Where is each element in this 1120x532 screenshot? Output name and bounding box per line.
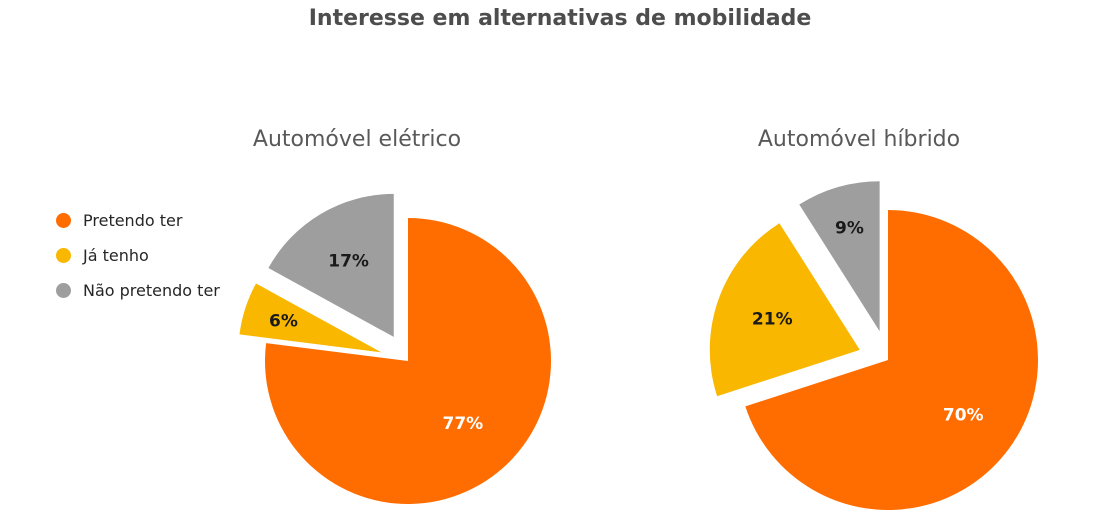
legend-item-pretendo: Pretendo ter: [56, 203, 220, 238]
chart-title: Interesse em alternativas de mobilidade: [308, 6, 812, 31]
legend-label: Não pretendo ter: [83, 281, 220, 300]
pie-slice-electric-nao-pretendo-ter: [268, 193, 394, 337]
pie-slice-hybrid-pretendo-ter: [745, 210, 1039, 510]
data-label-hybrid-pretendo-ter: 70%: [943, 406, 984, 426]
legend-swatch-orange: [56, 213, 71, 228]
pie-slice-electric-pretendo-ter: [264, 218, 551, 504]
data-label-hybrid-nao-pretendo-ter: 9%: [835, 218, 864, 238]
legend-label: Pretendo ter: [83, 211, 183, 230]
data-label-electric-pretendo-ter: 77%: [442, 414, 483, 434]
legend-item-ja-tenho: Já tenho: [56, 238, 220, 273]
data-label-hybrid-ja-tenho: 21%: [752, 309, 793, 329]
legend-swatch-yellow: [56, 248, 71, 263]
pie-title-hybrid: Automóvel híbrido: [757, 127, 961, 152]
legend: Pretendo ter Já tenho Não pretendo ter: [56, 203, 220, 308]
data-label-electric-ja-tenho: 6%: [269, 312, 298, 332]
pie-slice-electric-ja-tenho: [239, 283, 382, 353]
data-label-electric-nao-pretendo-ter: 17%: [328, 252, 369, 272]
legend-item-nao-pretendo: Não pretendo ter: [56, 273, 220, 308]
pie-title-electric: Automóvel elétrico: [252, 127, 462, 152]
legend-swatch-gray: [56, 283, 71, 298]
legend-label: Já tenho: [83, 246, 149, 265]
pie-slice-hybrid-ja-tenho: [709, 223, 860, 397]
pie-slice-hybrid-nao-pretendo-ter: [799, 181, 880, 332]
